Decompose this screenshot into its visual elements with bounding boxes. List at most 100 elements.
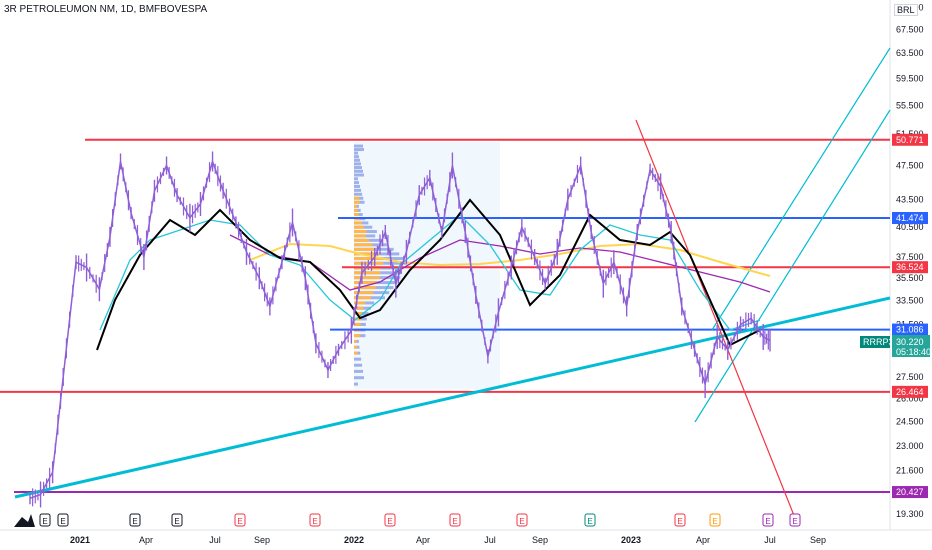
event-marker-box [516, 513, 528, 527]
vp-bar-up [354, 345, 358, 349]
vp-bar-up [354, 334, 361, 338]
channel-upper-line[interactable] [711, 47, 891, 331]
x-tick-label: Jul [764, 535, 776, 545]
event-marker-label: E [792, 517, 797, 526]
level-badge [892, 385, 928, 398]
vp-bar-total [354, 144, 363, 148]
x-tick-label: 2022 [344, 535, 364, 545]
x-tick-label: Sep [532, 535, 548, 545]
vp-bar-up [354, 252, 379, 256]
vp-bar-total [354, 158, 361, 162]
vp-bar-total [354, 382, 359, 386]
event-marker-box [39, 513, 51, 527]
vp-bar-up [354, 281, 378, 285]
y-tick-label: 37.500 [896, 252, 924, 262]
channel-lower-line[interactable] [694, 109, 891, 423]
x-tick-label: Jul [484, 535, 496, 545]
x-tick-label: Sep [810, 535, 826, 545]
vp-bar-up [354, 351, 358, 355]
event-marker-box [129, 513, 141, 527]
vp-bar-total [354, 155, 360, 159]
y-tick-label: 24.500 [896, 417, 924, 427]
vp-bar-total [354, 162, 362, 166]
vp-bar-total [354, 363, 363, 367]
event-marker-label: E [452, 517, 457, 526]
y-tick-label: 19.300 [896, 509, 924, 519]
y-tick-label: 33.500 [896, 296, 924, 306]
vp-bar-up [354, 257, 382, 261]
event-marker-box [789, 513, 801, 527]
event-marker-label: E [712, 517, 717, 526]
y-tick-label: 26.000 [896, 394, 924, 404]
vp-bar-up [354, 296, 372, 300]
down-trendline[interactable] [635, 119, 796, 519]
vp-bar-up [354, 317, 362, 321]
event-marker-label: E [677, 517, 682, 526]
level-badge-label: 41.474 [896, 213, 924, 223]
vp-bar-up [354, 291, 374, 295]
vp-bar-up [354, 213, 359, 217]
x-tick-label: Apr [416, 535, 430, 545]
vp-bar-total [354, 376, 365, 380]
vp-bar-total [354, 357, 362, 361]
event-marker-label: E [312, 517, 317, 526]
vp-bar-up [354, 200, 360, 204]
vp-bar-up [354, 204, 357, 208]
y-tick-label: 55.500 [896, 100, 924, 110]
event-marker-box [384, 513, 396, 527]
last-price-value: 30.220 [896, 337, 924, 347]
y-tick-label: 59.500 [896, 73, 924, 83]
vp-bar-up [354, 230, 367, 234]
time-axis: 2021 Apr Jul Sep 2022 Apr Jul Sep 2023 Apr Jul Sep [70, 535, 826, 545]
event-marker-box [584, 513, 596, 527]
event-marker-label: E [765, 517, 770, 526]
event-marker-label: E [519, 517, 524, 526]
ma-teal [99, 214, 761, 331]
vp-bar-total [354, 148, 364, 152]
y-tick-label: 40.500 [896, 222, 924, 232]
event-marker-box [234, 513, 246, 527]
vp-bar-up [354, 276, 380, 280]
event-marker-box [449, 513, 461, 527]
vp-bar-up [354, 221, 362, 225]
vp-bar-up [354, 225, 365, 229]
y-tick-label: 67.500 [896, 25, 924, 35]
last-price-countdown: 05:18:40 [896, 347, 931, 357]
y-tick-label: 43.500 [896, 195, 924, 205]
event-marker-box [57, 513, 69, 527]
event-marker-box [171, 513, 183, 527]
horizontal-levels[interactable]: 50.771 41.474 36.524 31.086 26.464 20.427 [0, 133, 928, 499]
vp-bar-total [354, 173, 365, 177]
y-tick-label: 63.500 [896, 48, 924, 58]
vp-bar-total [354, 369, 364, 373]
level-badge-label: 20.427 [896, 487, 924, 497]
event-marker-label: E [60, 517, 65, 526]
vp-bar-up [354, 238, 369, 242]
level-badge-label: 31.086 [896, 325, 924, 335]
price-axis: 71.50067.50063.50059.50055.50051.50047.5… [896, 2, 924, 519]
vp-bar-up [354, 306, 364, 310]
vp-bar-total [354, 184, 361, 188]
y-tick-label: 47.500 [896, 161, 924, 171]
y-tick-label: 21.600 [896, 465, 924, 475]
x-tick-label: 2023 [621, 535, 641, 545]
long-term-trendline[interactable] [14, 296, 891, 499]
symbol-badge-bg [860, 336, 890, 348]
vp-bar-up [354, 243, 373, 247]
event-marker-label: E [42, 517, 47, 526]
event-marker-box [309, 513, 321, 527]
y-tick-label: 35.500 [896, 273, 924, 283]
x-tick-label: Apr [696, 535, 710, 545]
level-badge [892, 212, 928, 225]
level-badge [892, 261, 928, 274]
symbol-badge: RRRP3 [863, 337, 894, 347]
vp-bar-total [354, 166, 363, 170]
y-tick-label: 23.000 [896, 441, 924, 451]
level-badge-label: 26.464 [896, 387, 924, 397]
vp-bar-up [354, 247, 376, 251]
tradingview-logo-icon [14, 514, 35, 527]
ma-black [96, 198, 761, 351]
level-badge-label: 36.524 [896, 262, 924, 272]
